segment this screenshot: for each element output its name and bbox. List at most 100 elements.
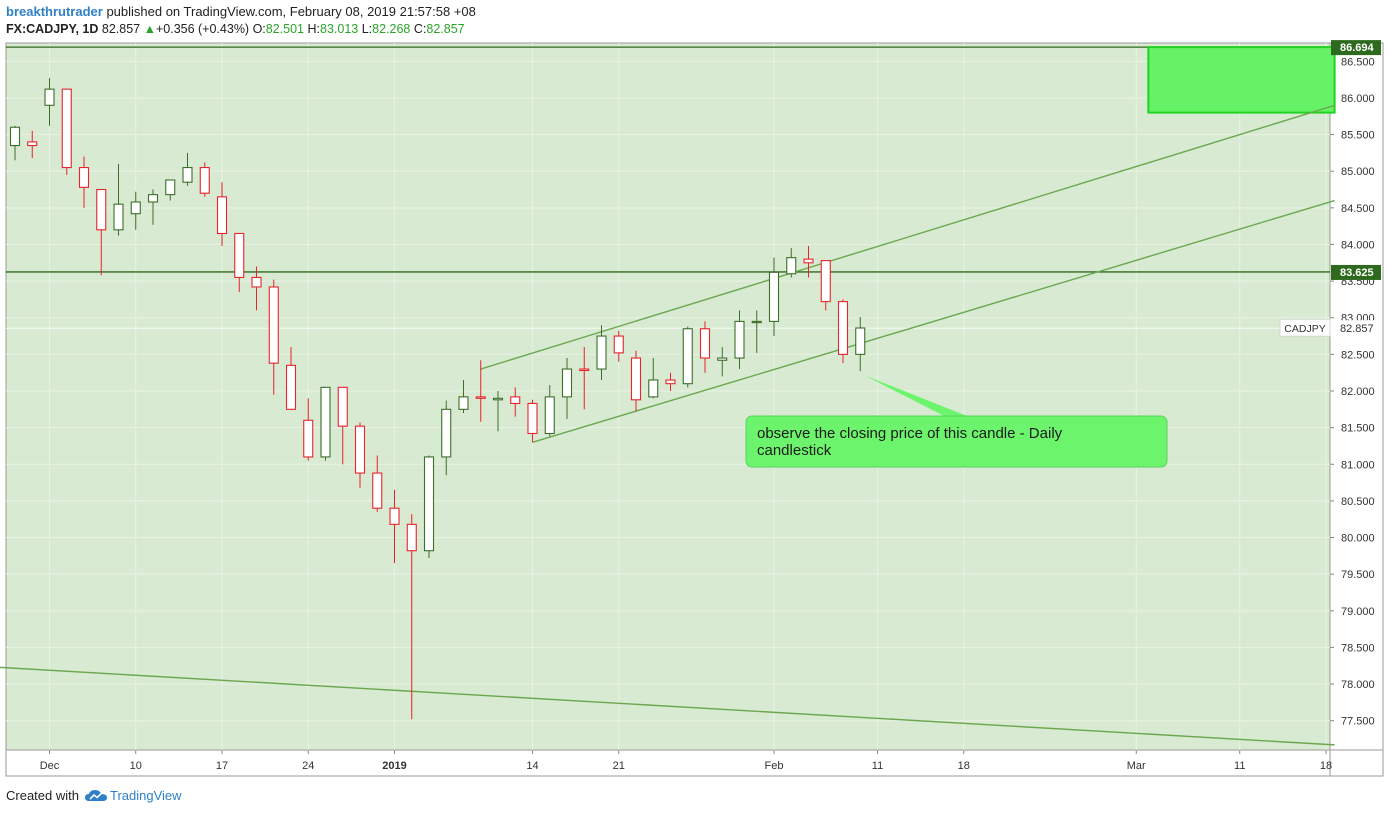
candle-bull[interactable]: [492, 397, 504, 401]
price-change: +0.356 (+0.43%): [155, 22, 250, 36]
last-price-label: 82.857: [1340, 323, 1374, 335]
chart-frame: [5, 42, 1384, 777]
candle-bear[interactable]: [251, 276, 262, 288]
symbol-tag: [1279, 318, 1331, 337]
candle-bull[interactable]: [544, 396, 555, 435]
open-label: O:: [252, 22, 266, 36]
up-arrow-icon: ▲: [143, 22, 156, 36]
y-tick-label: 84.500: [1341, 203, 1375, 215]
candle-bull[interactable]: [182, 166, 193, 183]
candle-bull[interactable]: [320, 386, 331, 458]
candle-bear[interactable]: [285, 364, 297, 410]
candle-bear[interactable]: [96, 188, 107, 231]
candle-bull[interactable]: [130, 201, 141, 215]
candle-bear[interactable]: [199, 166, 210, 194]
candle-bull[interactable]: [596, 335, 607, 370]
y-tick-label: 82.000: [1341, 386, 1375, 398]
candle-bear[interactable]: [579, 368, 590, 372]
candle-bear[interactable]: [699, 328, 711, 359]
candle-bear[interactable]: [613, 335, 624, 354]
y-tick-label: 86.500: [1341, 56, 1375, 68]
candle-bear[interactable]: [527, 402, 538, 435]
x-tick-label: 2019: [382, 760, 406, 772]
candle-bear[interactable]: [354, 425, 366, 474]
candle-bull[interactable]: [786, 257, 797, 275]
y-tick-label: 78.000: [1341, 679, 1375, 691]
author-link[interactable]: breakthrutrader: [6, 4, 103, 19]
last-price: 82.857: [101, 22, 141, 36]
candle-bull[interactable]: [441, 408, 452, 458]
x-tick-label: 21: [613, 760, 625, 772]
candle-bull[interactable]: [855, 327, 866, 355]
y-tick-label: 77.500: [1341, 716, 1375, 728]
x-tick-label: 11: [872, 760, 883, 772]
tradingview-brand[interactable]: TradingView: [109, 788, 182, 803]
level-price-tag: [1331, 264, 1381, 280]
published-text: published on TradingView.com, February 0…: [106, 4, 476, 19]
candle-bull[interactable]: [423, 456, 435, 552]
x-tick-label: 14: [526, 760, 538, 772]
level-price-label: 86.694: [1340, 42, 1375, 54]
x-tick-label: Dec: [40, 760, 60, 772]
candle-bear[interactable]: [27, 141, 38, 147]
y-tick-label: 82.500: [1341, 349, 1375, 361]
candle-bear[interactable]: [337, 386, 348, 427]
close-label: C:: [413, 22, 427, 36]
candle-bull[interactable]: [561, 368, 573, 398]
candle-bull[interactable]: [9, 126, 21, 147]
candle-bull[interactable]: [734, 320, 745, 359]
x-tick-label: 10: [130, 760, 142, 772]
candle-bull[interactable]: [147, 194, 159, 203]
candle-bear[interactable]: [510, 396, 521, 405]
candle-bear[interactable]: [820, 260, 831, 303]
callout-text-line2: candlestick: [757, 442, 832, 459]
candle-bear[interactable]: [837, 301, 849, 355]
low-value: 82.268: [372, 22, 411, 36]
candle-bear[interactable]: [406, 523, 417, 552]
candle-bear[interactable]: [268, 286, 279, 364]
candle-bear[interactable]: [216, 196, 228, 235]
trend-line[interactable]: [532, 199, 1335, 443]
candle-bull[interactable]: [44, 88, 55, 106]
y-tick-label: 85.000: [1341, 166, 1375, 178]
x-tick-label: Feb: [765, 760, 784, 772]
created-with-text: Created with: [6, 788, 79, 803]
publish-info: breakthrutrader published on TradingView…: [6, 4, 476, 19]
candle-bear[interactable]: [475, 396, 486, 399]
plot-area[interactable]: [6, 43, 1330, 750]
y-tick-label: 81.000: [1341, 459, 1375, 471]
y-tick-label: 79.500: [1341, 569, 1375, 581]
symbol-label: FX:CADJPY, 1D: [6, 22, 99, 36]
candle-bull[interactable]: [648, 379, 659, 398]
candle-bear[interactable]: [389, 507, 400, 525]
high-label: H:: [307, 22, 321, 36]
candle-bear[interactable]: [630, 357, 642, 401]
candle-bull[interactable]: [751, 320, 762, 324]
tradingview-cloud-icon: [84, 789, 107, 801]
candle-bear[interactable]: [803, 258, 814, 264]
candle-bear[interactable]: [303, 419, 314, 458]
symbol-tag-label: CADJPY: [1284, 323, 1325, 335]
candle-bear[interactable]: [372, 472, 383, 509]
target-zone-rect[interactable]: [1147, 46, 1336, 114]
candle-bear[interactable]: [61, 88, 72, 169]
candle-bear[interactable]: [78, 166, 90, 188]
x-tick-label: 24: [302, 760, 314, 772]
trend-line[interactable]: [0, 666, 1335, 746]
high-value: 83.013: [320, 22, 359, 36]
candle-bull[interactable]: [165, 179, 176, 196]
x-tick-label: 18: [1320, 760, 1332, 772]
candle-bear[interactable]: [665, 379, 676, 385]
footer: Created with TradingView: [6, 788, 182, 803]
candle-bull[interactable]: [113, 203, 124, 231]
callout-box[interactable]: [745, 415, 1168, 468]
candle-bull[interactable]: [682, 328, 693, 385]
trend-line[interactable]: [480, 104, 1335, 370]
x-tick-label: 11: [1234, 760, 1245, 772]
candle-bull[interactable]: [458, 396, 469, 410]
candle-bear[interactable]: [234, 232, 245, 278]
x-tick-label: Mar: [1127, 760, 1146, 772]
candle-bull[interactable]: [768, 271, 780, 322]
candle-bull[interactable]: [717, 357, 728, 361]
